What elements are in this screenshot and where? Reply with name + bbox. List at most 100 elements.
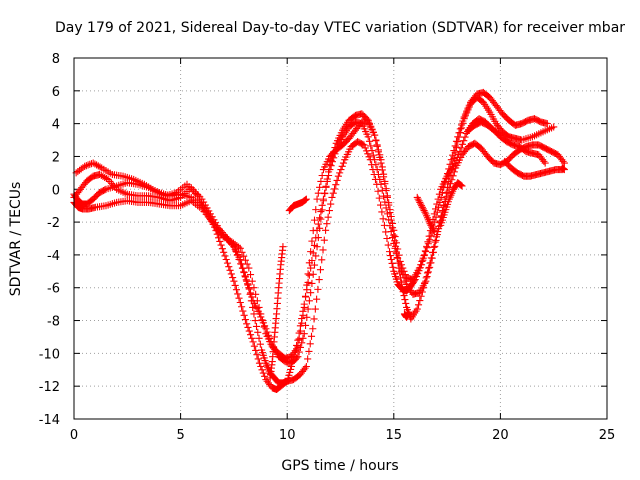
- data-point: [245, 285, 253, 293]
- y-tick-label: -10: [39, 347, 60, 362]
- data-point: [332, 181, 340, 189]
- y-tick-label: -8: [47, 315, 60, 330]
- data-point: [377, 201, 385, 209]
- data-point: [501, 112, 509, 120]
- data-point: [392, 248, 400, 256]
- data-point: [396, 269, 404, 277]
- series-track-3: [70, 110, 568, 367]
- data-point: [550, 123, 558, 131]
- data-point: [319, 246, 327, 254]
- data-point: [360, 141, 368, 149]
- data-point: [439, 213, 447, 222]
- data-point: [314, 285, 322, 293]
- data-point: [253, 351, 261, 359]
- data-point: [327, 151, 335, 159]
- data-point: [369, 151, 377, 159]
- data-point: [300, 330, 308, 338]
- y-axis-label: SDTVAR / TECUs: [8, 182, 24, 297]
- data-point: [504, 161, 513, 169]
- data-point: [388, 259, 396, 267]
- data-point: [315, 275, 323, 284]
- data-point: [295, 372, 303, 380]
- data-point: [230, 277, 238, 285]
- data-point: [548, 147, 556, 156]
- data-point: [250, 284, 258, 292]
- data-point: [387, 255, 395, 264]
- data-point: [261, 372, 269, 380]
- data-point: [364, 118, 372, 126]
- data-point: [255, 334, 263, 342]
- data-point: [296, 343, 304, 352]
- data-point: [545, 146, 553, 154]
- data-point: [484, 92, 493, 100]
- data-point: [494, 130, 502, 138]
- data-point: [459, 117, 467, 125]
- data-point: [560, 166, 568, 174]
- data-point: [255, 303, 263, 311]
- data-point: [437, 193, 445, 202]
- data-point: [391, 270, 399, 278]
- data-point: [223, 259, 232, 267]
- data-point: [473, 120, 481, 128]
- data-point: [227, 270, 235, 278]
- data-point: [229, 274, 237, 282]
- x-tick-label: 10: [279, 428, 296, 443]
- data-point: [365, 121, 374, 129]
- data-point: [423, 244, 431, 252]
- data-point: [217, 241, 225, 249]
- data-point: [517, 171, 525, 179]
- data-point: [248, 293, 256, 301]
- data-point: [481, 120, 489, 128]
- data-point: [317, 215, 325, 223]
- data-point: [282, 378, 290, 386]
- series-track-4: [72, 88, 551, 362]
- data-point: [364, 150, 372, 158]
- data-point: [415, 264, 423, 272]
- data-point: [520, 118, 528, 126]
- data-point: [314, 233, 322, 242]
- data-point: [395, 251, 403, 259]
- data-point: [309, 227, 317, 235]
- data-point: [386, 252, 394, 260]
- data-point: [438, 219, 446, 227]
- data-point: [255, 359, 264, 367]
- data-point: [504, 132, 512, 140]
- data-point: [378, 163, 386, 171]
- data-point: [541, 159, 549, 167]
- data-point: [216, 237, 224, 246]
- series-track-10: [464, 118, 549, 167]
- data-point: [438, 216, 446, 224]
- data-point: [536, 142, 544, 150]
- data-point: [381, 177, 389, 185]
- data-point: [484, 152, 492, 161]
- data-point: [372, 161, 380, 169]
- data-point: [501, 157, 509, 165]
- data-point: [530, 115, 539, 123]
- y-tick-label: 4: [52, 118, 60, 133]
- y-tick-label: -2: [47, 216, 60, 231]
- data-point: [304, 270, 312, 278]
- data-point: [101, 186, 109, 194]
- data-point: [337, 129, 345, 137]
- data-point: [317, 177, 325, 185]
- data-point: [367, 123, 375, 131]
- data-point: [364, 133, 372, 141]
- data-point: [342, 153, 350, 161]
- data-point: [389, 263, 397, 271]
- data-point: [426, 259, 434, 267]
- data-point: [324, 213, 332, 221]
- data-point: [231, 281, 239, 289]
- data-point: [307, 248, 315, 256]
- data-point: [240, 311, 248, 319]
- y-tick-label: 2: [52, 150, 60, 165]
- data-point: [258, 346, 266, 354]
- data-point: [423, 269, 432, 277]
- data-point: [355, 138, 363, 146]
- data-point: [285, 371, 293, 379]
- data-point: [465, 101, 473, 109]
- x-tick-label: 25: [599, 428, 616, 443]
- data-point: [238, 248, 246, 256]
- data-point: [240, 269, 248, 277]
- data-point: [457, 144, 465, 152]
- chart-title: Day 179 of 2021, Sidereal Day-to-day VTE…: [55, 20, 625, 36]
